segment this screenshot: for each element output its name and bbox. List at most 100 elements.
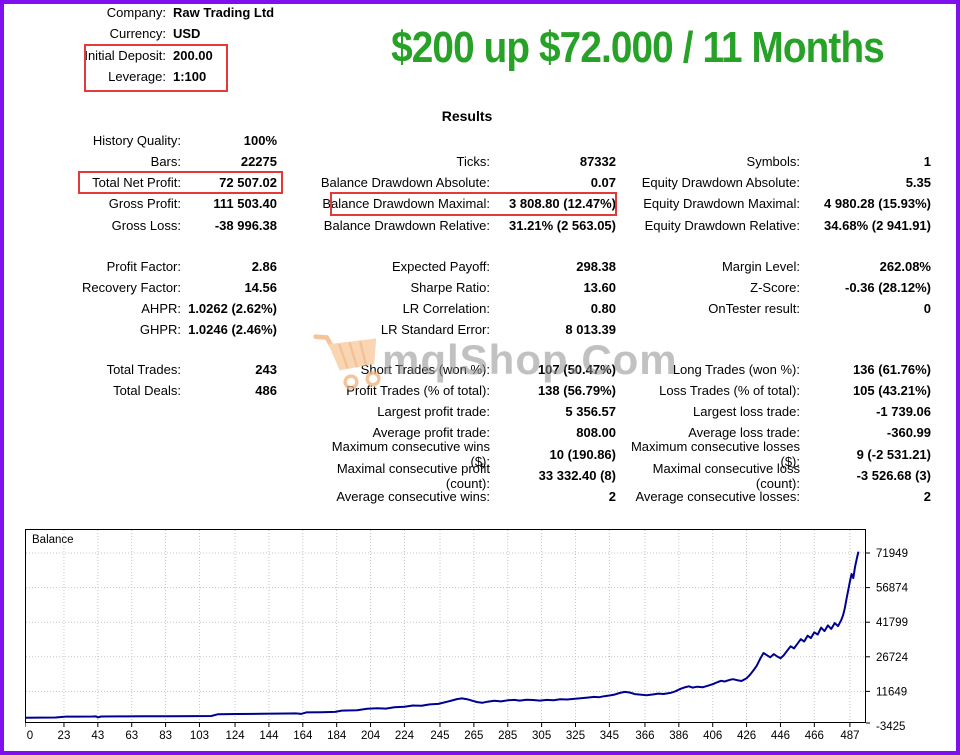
y-tick-label: 56874: [876, 583, 909, 595]
stats-column-left: History Quality: 100% Bars: 22275 Total Net …: [30, 129, 283, 401]
stat-label: Maximal consecutive profit (count):: [336, 460, 490, 491]
x-tick-label: 164: [293, 730, 313, 742]
stat-value: 111 503.40: [213, 196, 277, 212]
stat-row: Expected Payoff: 298.38: [310, 255, 616, 276]
stat-row: Symbols: 1: [620, 151, 931, 172]
x-tick-label: 43: [91, 730, 104, 742]
x-tick-label: 224: [395, 730, 415, 742]
stat-value: 100%: [243, 132, 277, 148]
stat-row: Gross Profit: 111 503.40: [30, 193, 277, 214]
balance-chart: 71949 56874 41799 26724 11649 -3425 0 23 43 63 83 1…: [24, 529, 950, 747]
stat-value: 5.35: [905, 175, 931, 191]
x-tick-label: 466: [805, 730, 824, 742]
stat-label: Profit Factor:: [106, 258, 181, 274]
stat-label: LR Correlation:: [402, 301, 490, 317]
stat-value: 5 356.57: [565, 404, 616, 420]
x-tick-label: 366: [635, 730, 654, 742]
company-label: Company:: [106, 5, 166, 21]
company-value: Raw Trading Ltd: [173, 5, 275, 21]
stat-row: Recovery Factor: 14.56: [30, 277, 277, 298]
stat-row: Total Trades: 243: [30, 358, 277, 379]
leverage-value: 1:100: [173, 69, 207, 85]
x-tick-label: 83: [159, 730, 172, 742]
stat-row: Gross Loss: -38 996.38: [30, 215, 277, 236]
stat-value: 22275: [240, 153, 277, 169]
stat-row: Equity Drawdown Maximal: 4 980.28 (15.93%…: [620, 193, 931, 214]
x-tick-label: 184: [327, 730, 347, 742]
y-tick-label: 41799: [876, 617, 908, 629]
stat-value: -0.36 (28.12%): [845, 279, 931, 295]
stat-value: 3 808.80 (12.47%): [509, 196, 616, 212]
stats-column-right: Symbols: 1 Equity Drawdown Absolute: 5.35 Eq…: [620, 151, 931, 508]
stat-row: Maximal consecutive profit (count): 33 33…: [310, 461, 616, 491]
stat-label: History Quality:: [92, 132, 181, 148]
stat-label: Balance Drawdown Relative:: [323, 217, 490, 233]
account-info: Company: Raw Trading Ltd Currency: USD I…: [60, 2, 320, 87]
stat-label: Sharpe Ratio:: [410, 279, 491, 295]
stat-label: Symbols:: [746, 153, 800, 169]
stat-row: Ticks: 87332: [310, 151, 616, 172]
stat-label: Largest profit trade:: [377, 404, 490, 420]
stat-value: -360.99: [886, 425, 931, 441]
stat-row: GHPR: 1.0246 (2.46%): [30, 319, 277, 340]
stat-row: Largest loss trade: -1 739.06: [620, 401, 931, 422]
stat-label: Profit Trades (% of total):: [346, 382, 490, 398]
stat-value: 0.80: [590, 301, 616, 317]
x-tick-label: 426: [737, 730, 756, 742]
stat-row: Average loss trade: -360.99: [620, 422, 931, 443]
stat-value: 87332: [579, 153, 616, 169]
stat-label: Average consecutive losses:: [635, 489, 800, 505]
y-tick-label: 11649: [876, 686, 907, 698]
initial-deposit-value: 200.00: [173, 47, 213, 63]
stat-row: Long Trades (won %): 136 (61.76%): [620, 358, 931, 379]
stat-row: History Quality: 100%: [30, 129, 277, 150]
x-tick-label: 487: [840, 730, 859, 742]
results-heading: Results: [441, 108, 493, 124]
currency-label: Currency:: [109, 26, 166, 42]
stat-row: Maximum consecutive losses ($): 9 (-2 531…: [620, 439, 931, 469]
stat-label: Z-Score:: [750, 279, 800, 295]
leverage-row: Leverage: 1:100: [60, 66, 320, 87]
chart-frame: [25, 529, 866, 723]
x-tick-label: 144: [259, 730, 279, 742]
stat-label: Equity Drawdown Relative:: [644, 217, 800, 233]
stat-row: LR Correlation: 0.80: [310, 298, 616, 319]
stat-label: AHPR:: [141, 301, 181, 317]
x-tick-label: 345: [600, 730, 619, 742]
x-tick-label: 285: [498, 730, 517, 742]
stat-row: OnTester result: 0: [620, 298, 931, 319]
stats-block: Short Trades (won %): 107 (50.47%) Profit …: [310, 358, 616, 507]
stat-value: -3 526.68 (3): [856, 467, 931, 483]
stat-value: 2: [923, 489, 931, 505]
stats-column-middle: Ticks: 87332 Balance Drawdown Absolute: 0.0…: [310, 151, 617, 508]
stat-label: Average consecutive wins:: [336, 489, 490, 505]
stat-value: 808.00: [576, 425, 616, 441]
stat-value: 9 (-2 531.21): [856, 446, 931, 462]
stat-label: Ticks:: [456, 153, 490, 169]
x-tick-label: 0: [27, 730, 33, 742]
stat-label: Average profit trade:: [372, 425, 490, 441]
company-row: Company: Raw Trading Ltd: [60, 2, 320, 23]
stat-label: Maximum consecutive losses ($):: [630, 439, 800, 470]
stat-value: -1 739.06: [876, 404, 931, 420]
stat-value: 262.08%: [879, 258, 931, 274]
stat-row: Short Trades (won %): 107 (50.47%): [310, 358, 616, 379]
stat-row: Margin Level: 262.08%: [620, 255, 931, 276]
x-tick-label: 204: [361, 730, 381, 742]
stat-label: Gross Profit:: [108, 196, 181, 212]
stat-row: Maximal consecutive loss (count): -3 526.…: [620, 461, 931, 491]
balance-chart-svg: 71949 56874 41799 26724 11649 -3425 0 23 43 63 83 1…: [24, 529, 909, 742]
x-tick-label: 386: [669, 730, 688, 742]
stat-value: 298.38: [576, 258, 616, 274]
currency-row: Currency: USD: [60, 23, 320, 44]
stats-block: History Quality: 100% Bars: 22275 Total Net …: [30, 129, 283, 236]
stat-value: 0: [923, 301, 931, 317]
balance-line: [24, 551, 860, 719]
initial-deposit-row: Initial Deposit: 200.00: [60, 45, 320, 66]
stat-value: 4 980.28 (15.93%): [824, 196, 931, 212]
stat-label: Total Trades:: [106, 361, 181, 377]
stat-value: 138 (56.79%): [537, 382, 616, 398]
stat-value: 13.60: [583, 279, 616, 295]
stat-value: 33 332.40 (8): [538, 467, 616, 483]
stat-row: Average consecutive losses: 2: [620, 486, 931, 507]
